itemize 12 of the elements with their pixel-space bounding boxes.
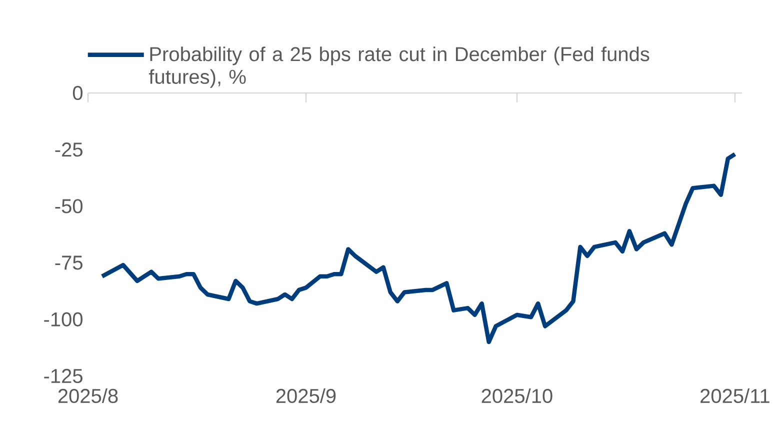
y-tick-label: 0 (72, 86, 83, 100)
x-tick-label: 2025/10 (482, 388, 552, 404)
y-tick-label: -75 (55, 256, 82, 270)
x-tick-label: 2025/8 (58, 388, 118, 404)
line-series (100, 152, 738, 344)
y-tick-label: -50 (55, 199, 82, 214)
y-tick-label: -25 (55, 142, 82, 157)
x-tick-label: 2025/11 (700, 388, 770, 404)
x-tick-label: 2025/9 (276, 388, 336, 404)
y-tick-label: -125 (44, 368, 82, 384)
y-tick-label: -100 (44, 312, 82, 326)
legend-label: Probability of a 25 bps rate cut in December (Fed funds futures), % (148, 46, 650, 88)
